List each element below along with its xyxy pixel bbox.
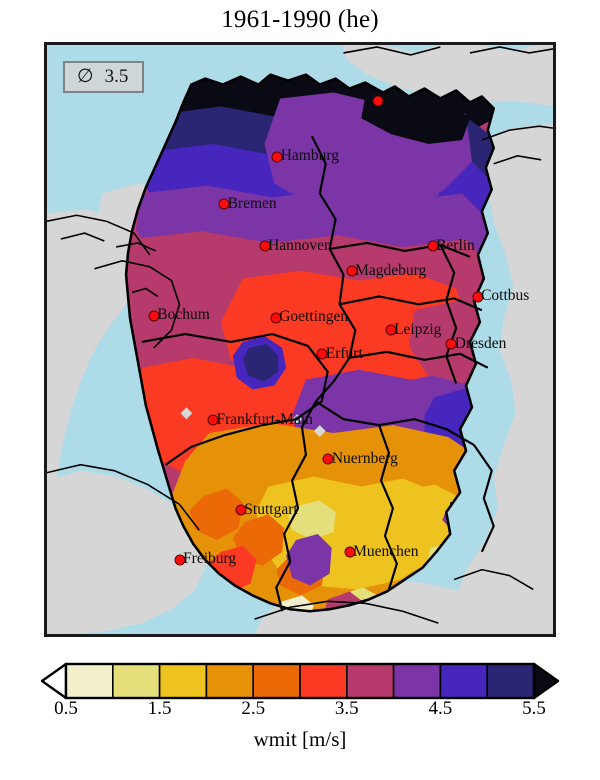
- city-dot-icon: [174, 554, 186, 566]
- city-label: Dresden: [454, 334, 507, 352]
- city-marker-cottbus[interactable]: Cottbus: [472, 287, 529, 304]
- colorbar-tick-1.5: 1.5: [147, 698, 172, 719]
- city-label: Goettingen: [279, 308, 349, 326]
- city-label: Hannover: [268, 237, 330, 255]
- city-label: Bremen: [227, 194, 277, 212]
- city-label: Bochum: [157, 306, 210, 324]
- average-legend-box: ∅ 3.5: [63, 61, 145, 93]
- colorbar-tick-2.5: 2.5: [241, 698, 266, 719]
- city-dot-icon: [270, 312, 282, 324]
- city-label: Berlin: [436, 237, 475, 255]
- city-label: Stuttgart: [244, 500, 298, 518]
- colorbar-gradient: [40, 662, 560, 700]
- colorbar-band-3: [205, 663, 254, 699]
- colorbar-tick-3.5: 3.5: [334, 698, 359, 719]
- city-dot-icon: [472, 291, 484, 302]
- city-label: Cottbus: [481, 287, 530, 305]
- colorbar-tick-5.5: 5.5: [522, 698, 546, 719]
- colorbar-tick-4.5: 4.5: [428, 698, 453, 719]
- city-marker-rostock[interactable]: Rostock: [372, 92, 433, 109]
- page-title: 1961-1990 (he): [221, 6, 379, 33]
- city-dot-icon: [346, 265, 358, 277]
- colorbar-tick-0.5: 0.5: [54, 698, 78, 719]
- city-marker-leipzig[interactable]: Leipzig: [385, 321, 441, 338]
- city-marker-bremen[interactable]: Bremen: [218, 195, 277, 212]
- state-borders: [141, 135, 495, 612]
- city-label: Freiburg: [183, 550, 237, 568]
- city-dot-icon: [218, 198, 230, 210]
- city-label: Leipzig: [394, 320, 442, 338]
- city-label: Rostock: [381, 91, 433, 109]
- colorbar-band-7: [392, 663, 442, 699]
- city-label: Nuernberg: [331, 449, 398, 467]
- city-dot-icon: [316, 348, 328, 360]
- city-marker-berlin[interactable]: Berlin: [427, 237, 475, 254]
- city-dot-icon: [445, 338, 457, 350]
- city-marker-hannover[interactable]: Hannover: [259, 237, 329, 254]
- colorbar-band-4: [252, 663, 301, 699]
- city-dot-icon: [207, 414, 219, 426]
- city-marker-erfurt[interactable]: Erfurt: [316, 345, 363, 362]
- city-marker-muenchen[interactable]: Muenchen: [344, 543, 419, 560]
- colorbar-tick-labels: 0.5 1.5 2.5 3.5 4.5 5.5: [0, 698, 600, 724]
- city-marker-nuernberg[interactable]: Nuernberg: [322, 450, 398, 467]
- map-panel: ∅ 3.5 Rostock Hamburg Bremen Hannover Berlin…: [44, 42, 556, 637]
- city-dot-icon: [271, 151, 283, 163]
- city-label: Magdeburg: [355, 261, 427, 279]
- city-label: Muenchen: [353, 542, 419, 560]
- city-dot-icon: [235, 504, 247, 516]
- city-marker-magdeburg[interactable]: Magdeburg: [346, 262, 426, 279]
- map-canvas: ∅ 3.5 Rostock Hamburg Bremen Hannover Berlin…: [47, 45, 553, 634]
- city-label: Erfurt: [325, 344, 363, 362]
- city-dot-icon: [344, 546, 356, 558]
- city-label: Hamburg: [280, 147, 339, 165]
- colorbar-band-2: [158, 663, 208, 699]
- city-marker-stuttgart[interactable]: Stuttgart: [235, 501, 298, 518]
- colorbar-axis-label: wmit [m/s]: [253, 727, 347, 751]
- city-marker-bochum[interactable]: Bochum: [148, 307, 210, 324]
- colorbar-band-5: [299, 663, 348, 699]
- national-border: [124, 73, 495, 613]
- city-dot-icon: [372, 95, 384, 107]
- city-dot-icon: [148, 310, 160, 322]
- colorbar-band-6: [345, 663, 395, 699]
- average-value: 3.5: [104, 66, 129, 87]
- colorbar-over-arrow: [532, 662, 560, 700]
- colorbar-band-9: [486, 663, 535, 699]
- colorbar: [0, 660, 600, 710]
- diameter-symbol-icon: ∅: [77, 66, 94, 87]
- city-marker-frankfurt-main[interactable]: Frankfurt-Main: [207, 411, 313, 428]
- city-marker-freiburg[interactable]: Freiburg: [174, 550, 236, 567]
- city-marker-goettingen[interactable]: Goettingen: [270, 308, 348, 325]
- city-dot-icon: [259, 240, 271, 252]
- city-dot-icon: [385, 324, 397, 336]
- coastline-detail: [47, 46, 553, 624]
- city-marker-hamburg[interactable]: Hamburg: [271, 148, 339, 165]
- city-dot-icon: [427, 240, 439, 252]
- city-dot-icon: [322, 453, 334, 465]
- colorbar-under-arrow: [40, 662, 68, 700]
- colorbar-band-0: [65, 663, 114, 699]
- city-label: Frankfurt-Main: [216, 410, 313, 428]
- city-marker-dresden[interactable]: Dresden: [445, 335, 506, 352]
- colorbar-band-1: [112, 663, 161, 699]
- colorbar-frame: [64, 662, 536, 700]
- germany-wind-field-map: [47, 45, 553, 634]
- colorbar-band-8: [439, 663, 488, 699]
